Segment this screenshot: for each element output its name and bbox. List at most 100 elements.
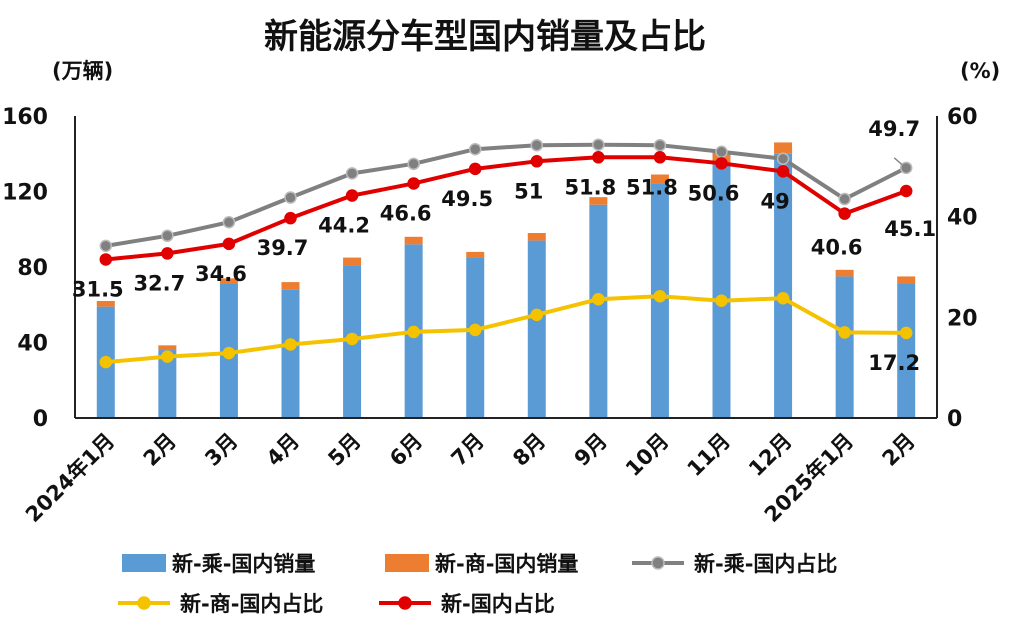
x-tick-label: 12月 bbox=[744, 429, 796, 481]
x-tick-label: 2月 bbox=[139, 429, 181, 471]
left-tick-label: 40 bbox=[17, 332, 48, 357]
bar-pv-domestic bbox=[589, 204, 608, 418]
cv-share-point bbox=[161, 350, 174, 363]
bar-cv-domestic bbox=[96, 300, 115, 307]
pv-share-point bbox=[222, 215, 236, 229]
total-share-point bbox=[345, 189, 359, 202]
total-share-point bbox=[838, 207, 851, 220]
x-tick-label: 8月 bbox=[508, 429, 550, 471]
pv-share-leader bbox=[893, 157, 903, 166]
legend-label: 新-国内占比 bbox=[441, 592, 555, 616]
total-share-point bbox=[99, 253, 113, 266]
pv-share-point bbox=[653, 138, 667, 152]
cv-share-point bbox=[99, 355, 113, 369]
total-share-label: 40.6 bbox=[811, 236, 863, 260]
x-tick-label: 2024年1月 bbox=[21, 429, 119, 527]
bar-cv-domestic bbox=[589, 197, 608, 205]
total-share-label: 34.6 bbox=[195, 262, 247, 286]
right-tick-label: 60 bbox=[947, 105, 978, 130]
left-axis-tick-labels: 0 40 80 120 160 bbox=[2, 105, 48, 432]
cv-share-label: 17.2 bbox=[868, 351, 920, 375]
total-share-point bbox=[776, 165, 790, 178]
pv-share-point bbox=[899, 161, 913, 175]
total-share-label: 49.5 bbox=[441, 187, 493, 211]
x-tick-label: 7月 bbox=[447, 429, 489, 471]
total-share-label: 45.1 bbox=[884, 217, 936, 241]
total-share-point bbox=[161, 247, 174, 260]
bar-cv-domestic bbox=[650, 174, 669, 184]
pv-share-point bbox=[530, 138, 544, 152]
bar-cv-domestic bbox=[404, 236, 423, 245]
total-share-point bbox=[653, 151, 667, 164]
total-share-label: 44.2 bbox=[318, 214, 370, 238]
chart-title: 新能源分车型国内销量及占比 bbox=[264, 17, 706, 57]
x-tick-label: 2月 bbox=[878, 429, 920, 471]
total-share-label: 51.8 bbox=[626, 175, 678, 199]
total-share-point bbox=[222, 237, 236, 251]
total-share-line bbox=[105, 155, 907, 262]
bar-pv-domestic bbox=[158, 350, 177, 418]
bar-pv-domestic bbox=[897, 283, 916, 418]
right-tick-label: 20 bbox=[947, 306, 978, 331]
legend-label: 新-商-国内占比 bbox=[180, 592, 323, 616]
left-tick-label: 120 bbox=[2, 181, 48, 206]
bar-cv-domestic bbox=[219, 278, 238, 284]
cv-share-point bbox=[838, 326, 851, 339]
left-tick-label: 0 bbox=[33, 407, 48, 432]
legend-swatch-marker bbox=[398, 596, 412, 610]
cv-share-point bbox=[407, 325, 420, 339]
total-share-point bbox=[715, 157, 728, 170]
pv-share-point bbox=[715, 145, 728, 158]
cv-share-point bbox=[653, 289, 667, 303]
pv-share-point bbox=[345, 167, 359, 180]
cv-share-line bbox=[105, 294, 907, 365]
pv-share-point bbox=[838, 192, 851, 206]
total-share-label: 51 bbox=[514, 179, 543, 203]
legend-swatch-marker bbox=[651, 556, 665, 570]
bar-pv-domestic bbox=[466, 257, 485, 418]
pv-share-point bbox=[592, 138, 605, 151]
cv-share-point bbox=[715, 294, 728, 307]
right-tick-label: 0 bbox=[947, 407, 962, 432]
right-axis-unit: (%) bbox=[960, 59, 1000, 83]
bar-cv-domestic bbox=[774, 142, 793, 154]
bar-cv-domestic bbox=[158, 345, 177, 351]
bar-pv-domestic bbox=[712, 163, 731, 418]
legend-label: 新-商-国内销量 bbox=[435, 552, 578, 576]
left-tick-label: 80 bbox=[17, 256, 48, 281]
x-tick-label: 5月 bbox=[323, 429, 365, 471]
axes-group bbox=[74, 116, 938, 419]
x-tick-label: 11月 bbox=[683, 429, 735, 481]
bar-pv-domestic bbox=[527, 240, 546, 418]
total-share-label: 39.7 bbox=[257, 236, 309, 260]
pv-share-line bbox=[105, 142, 908, 248]
pv-share-point bbox=[468, 142, 482, 156]
x-tick-label: 6月 bbox=[385, 429, 427, 471]
legend-swatch-marker bbox=[137, 596, 151, 610]
pv-share-point bbox=[99, 239, 113, 253]
legend-swatch bbox=[122, 554, 166, 572]
x-tick-label: 4月 bbox=[262, 429, 304, 471]
total-share-label: 49 bbox=[760, 189, 789, 213]
pv-share-point bbox=[776, 152, 790, 166]
total-share-label: 51.8 bbox=[564, 175, 616, 199]
bar-cv-domestic bbox=[466, 251, 485, 258]
bar-cv-domestic bbox=[281, 282, 300, 290]
total-share-point bbox=[530, 155, 544, 168]
pv-share-label: 49.7 bbox=[868, 117, 920, 141]
left-tick-label: 160 bbox=[2, 105, 48, 130]
total-share-point bbox=[407, 177, 420, 190]
lines-group bbox=[99, 138, 913, 369]
legend-label: 新-乘-国内占比 bbox=[694, 552, 837, 576]
data-labels-group: 31.5 32.7 34.6 39.7 44.2 46.6 49.5 51 51.8 51.8 50… bbox=[72, 117, 936, 375]
bar-pv-domestic bbox=[774, 153, 793, 418]
total-share-point bbox=[899, 184, 913, 198]
x-tick-label: 10月 bbox=[621, 429, 673, 481]
bar-cv-domestic bbox=[527, 233, 546, 241]
bar-pv-domestic bbox=[835, 276, 854, 418]
left-axis-unit: (万辆) bbox=[52, 59, 113, 83]
cv-share-point bbox=[345, 332, 359, 346]
